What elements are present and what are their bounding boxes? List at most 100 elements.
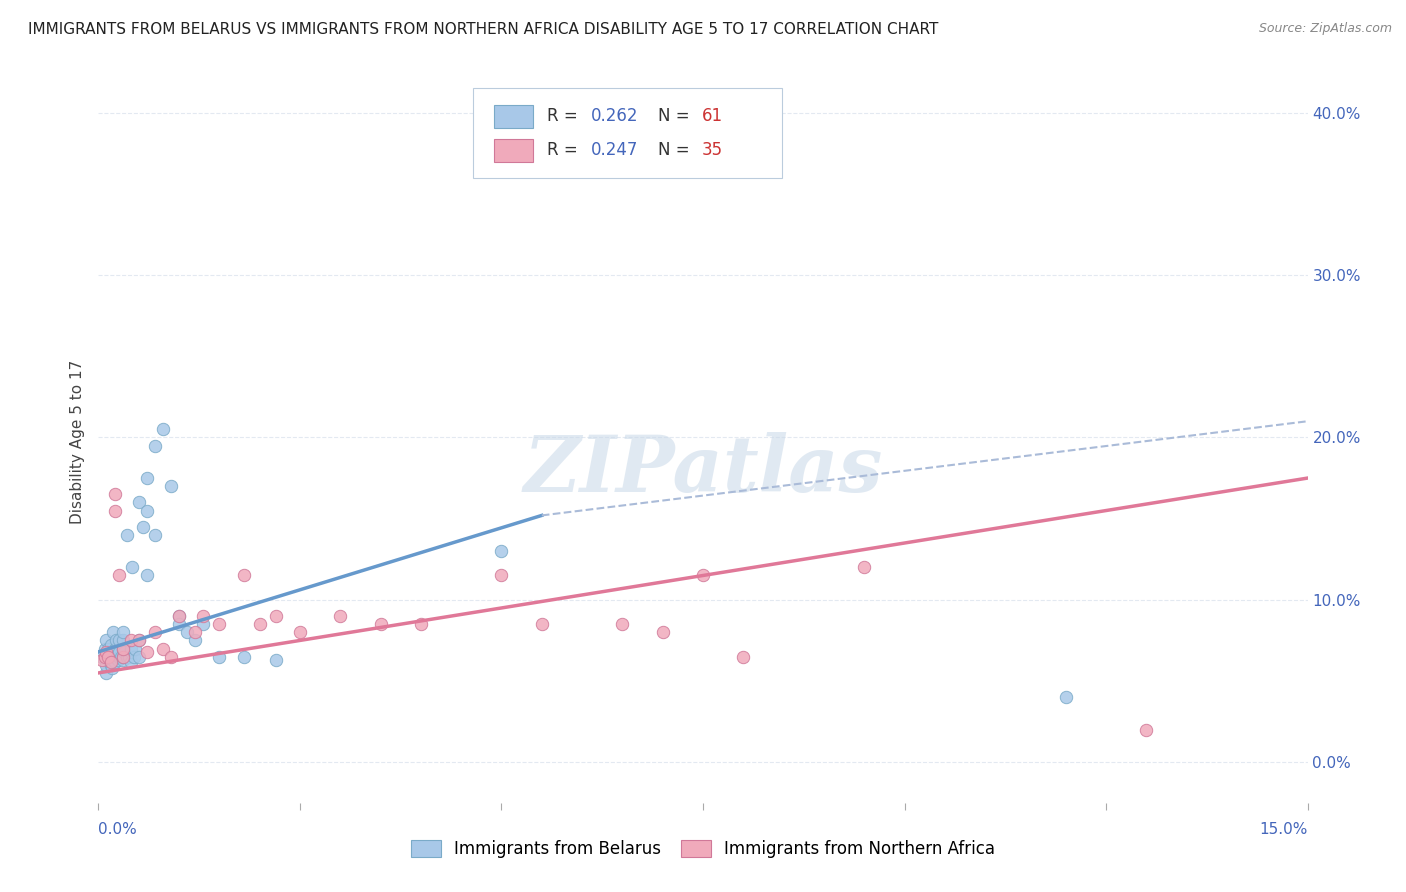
Point: [167, 609, 190, 624]
Text: ZIPatlas: ZIPatlas: [523, 433, 883, 508]
FancyBboxPatch shape: [474, 87, 782, 178]
Point: [232, 568, 254, 582]
Point: [193, 617, 215, 632]
Point: [103, 487, 125, 501]
Point: [167, 609, 190, 624]
Text: 61: 61: [702, 107, 723, 126]
Point: [128, 495, 150, 509]
Point: [107, 649, 129, 664]
Point: [103, 645, 125, 659]
Point: [107, 653, 129, 667]
Legend: Immigrants from Belarus, Immigrants from Northern Africa: Immigrants from Belarus, Immigrants from…: [406, 835, 1000, 863]
Point: [96, 657, 118, 672]
Point: [96, 645, 118, 659]
Point: [100, 645, 122, 659]
Y-axis label: Disability Age 5 to 17: Disability Age 5 to 17: [70, 359, 86, 524]
Point: [97, 641, 120, 656]
Point: [105, 641, 128, 656]
Point: [128, 633, 150, 648]
Point: [288, 625, 311, 640]
Point: [111, 653, 134, 667]
Point: [853, 560, 876, 574]
Point: [264, 609, 287, 624]
Point: [160, 479, 183, 493]
Point: [152, 422, 174, 436]
Point: [135, 503, 157, 517]
Point: [105, 633, 128, 648]
Point: [1135, 723, 1157, 737]
FancyBboxPatch shape: [494, 139, 533, 162]
Point: [143, 439, 166, 453]
Point: [91, 653, 114, 667]
Point: [160, 649, 183, 664]
Point: [184, 633, 207, 648]
Point: [208, 617, 231, 632]
Point: [110, 649, 132, 664]
Point: [107, 568, 129, 582]
Text: N =: N =: [658, 107, 695, 126]
Point: [111, 641, 134, 656]
Point: [135, 645, 157, 659]
Point: [96, 665, 118, 680]
Point: [733, 649, 755, 664]
Point: [329, 609, 352, 624]
Point: [98, 653, 121, 667]
Point: [128, 649, 150, 664]
Point: [409, 617, 432, 632]
Point: [612, 617, 634, 632]
Point: [167, 617, 190, 632]
Point: [111, 649, 134, 664]
Text: Source: ZipAtlas.com: Source: ZipAtlas.com: [1258, 22, 1392, 36]
Point: [103, 503, 125, 517]
Point: [100, 657, 122, 672]
Point: [176, 625, 198, 640]
Point: [118, 649, 141, 664]
Point: [97, 649, 120, 664]
Point: [111, 633, 134, 648]
FancyBboxPatch shape: [494, 105, 533, 128]
Point: [117, 649, 139, 664]
Point: [124, 641, 146, 656]
Point: [96, 633, 118, 648]
Text: 15.0%: 15.0%: [1260, 822, 1308, 838]
Point: [111, 641, 134, 656]
Point: [108, 633, 131, 648]
Point: [103, 655, 125, 669]
Point: [370, 617, 392, 632]
Point: [91, 649, 114, 664]
Point: [115, 528, 138, 542]
Text: 0.262: 0.262: [591, 107, 638, 126]
Point: [249, 617, 271, 632]
Point: [184, 625, 207, 640]
Point: [692, 568, 714, 582]
Point: [135, 471, 157, 485]
Point: [1054, 690, 1077, 705]
Point: [208, 649, 231, 664]
Point: [101, 653, 124, 667]
Point: [152, 641, 174, 656]
Point: [101, 661, 124, 675]
Point: [111, 625, 134, 640]
Point: [94, 641, 117, 656]
Text: IMMIGRANTS FROM BELARUS VS IMMIGRANTS FROM NORTHERN AFRICA DISABILITY AGE 5 TO 1: IMMIGRANTS FROM BELARUS VS IMMIGRANTS FR…: [28, 22, 938, 37]
Point: [232, 649, 254, 664]
Point: [122, 649, 145, 664]
Point: [143, 528, 166, 542]
Text: 0.247: 0.247: [591, 141, 638, 160]
Point: [491, 568, 513, 582]
Point: [103, 641, 125, 656]
Point: [132, 520, 155, 534]
Point: [128, 633, 150, 648]
Point: [530, 617, 553, 632]
Point: [101, 625, 124, 640]
Text: 0.0%: 0.0%: [98, 822, 138, 838]
Text: R =: R =: [547, 141, 583, 160]
Point: [120, 641, 142, 656]
Point: [103, 649, 125, 664]
Point: [97, 649, 120, 664]
Point: [94, 649, 117, 664]
Point: [120, 633, 142, 648]
Point: [193, 609, 215, 624]
Point: [651, 625, 673, 640]
Point: [107, 645, 129, 659]
